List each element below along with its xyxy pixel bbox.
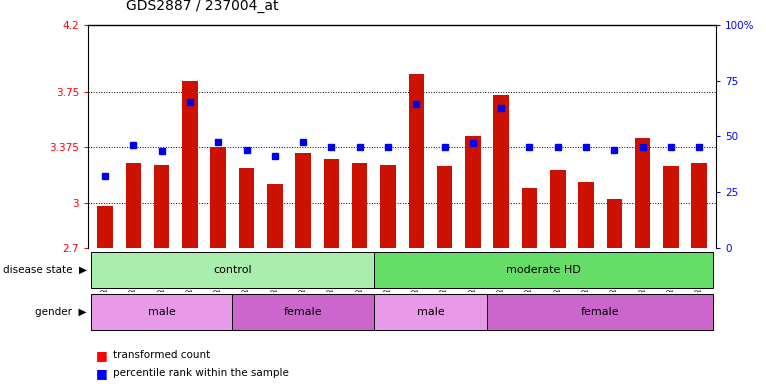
Bar [692, 163, 707, 248]
Text: ■: ■ [96, 349, 107, 362]
Text: ■: ■ [96, 367, 107, 380]
Bar [232, 294, 374, 330]
Bar [91, 252, 374, 288]
Bar [663, 166, 679, 248]
Bar [211, 147, 226, 248]
Bar [374, 294, 487, 330]
Bar [607, 199, 622, 248]
Text: male: male [417, 307, 444, 317]
Bar [374, 252, 713, 288]
Text: male: male [148, 307, 175, 317]
Text: moderate HD: moderate HD [506, 265, 581, 275]
Text: percentile rank within the sample: percentile rank within the sample [113, 368, 289, 378]
Text: female: female [284, 307, 322, 317]
Bar [578, 182, 594, 248]
Bar [437, 166, 453, 248]
Bar [352, 163, 368, 248]
Text: control: control [213, 265, 252, 275]
Bar [323, 159, 339, 248]
Bar [380, 164, 396, 248]
Text: disease state  ▶: disease state ▶ [2, 265, 87, 275]
Bar [126, 163, 141, 248]
Bar [154, 164, 169, 248]
Bar [239, 167, 254, 248]
Text: gender  ▶: gender ▶ [35, 307, 87, 317]
Bar [522, 188, 537, 248]
Bar [550, 170, 565, 248]
Bar [97, 206, 113, 248]
Text: GDS2887 / 237004_at: GDS2887 / 237004_at [126, 0, 279, 13]
Text: transformed count: transformed count [113, 350, 210, 360]
Bar [182, 81, 198, 248]
Bar [408, 74, 424, 248]
Bar [465, 136, 480, 248]
Bar [487, 294, 713, 330]
Bar [296, 153, 311, 248]
Bar [493, 95, 509, 248]
Text: female: female [581, 307, 620, 317]
Bar [267, 184, 283, 248]
Bar [635, 138, 650, 248]
Bar [91, 294, 232, 330]
